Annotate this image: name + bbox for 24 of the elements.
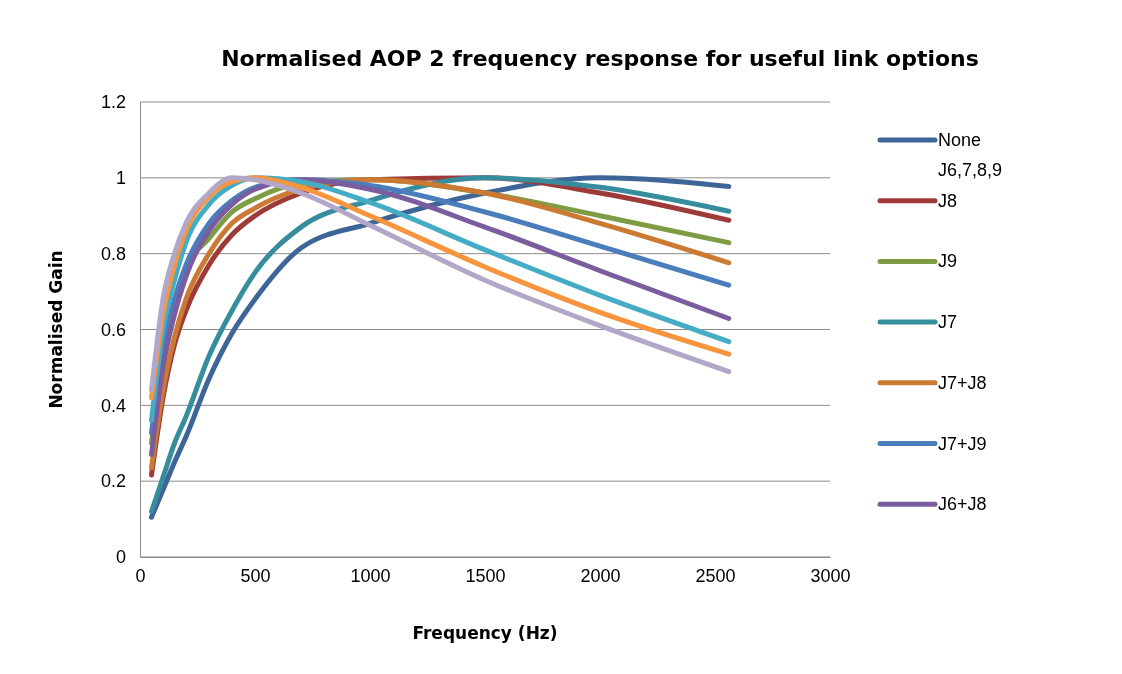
y-tick-label: 0.8: [100, 243, 126, 264]
y-tick-label: 1.2: [100, 92, 126, 113]
legend-label: J9: [938, 251, 958, 272]
legend-label: J7: [938, 312, 958, 333]
y-tick-label: 0.6: [100, 319, 126, 340]
x-tick-label: 500: [240, 565, 271, 586]
x-tick-label: 2500: [695, 565, 736, 586]
x-tick-label: 0: [135, 565, 146, 586]
x-tick-label: 2000: [580, 565, 621, 586]
legend-label: J7+J9: [938, 433, 987, 454]
y-tick-label: 0: [115, 547, 126, 568]
y-axis-title: Normalised Gain: [46, 250, 66, 409]
legend-label: J6+J8: [938, 494, 987, 515]
y-tick-label: 1: [115, 168, 126, 189]
x-tick-label: 1000: [350, 565, 391, 586]
y-tick-label: 0.4: [100, 395, 126, 416]
x-axis-title: Frequency (Hz): [412, 623, 558, 643]
x-tick-label: 1500: [465, 565, 506, 586]
legend-label: J8: [938, 190, 958, 211]
legend-label: None J6,7,8,9: [938, 130, 1003, 180]
y-tick-label: 0.2: [100, 471, 126, 492]
legend-label: J7+J8: [938, 372, 987, 393]
chart-title: Normalised AOP 2 frequency response for useful link options: [221, 46, 979, 71]
x-tick-label: 3000: [810, 565, 851, 586]
